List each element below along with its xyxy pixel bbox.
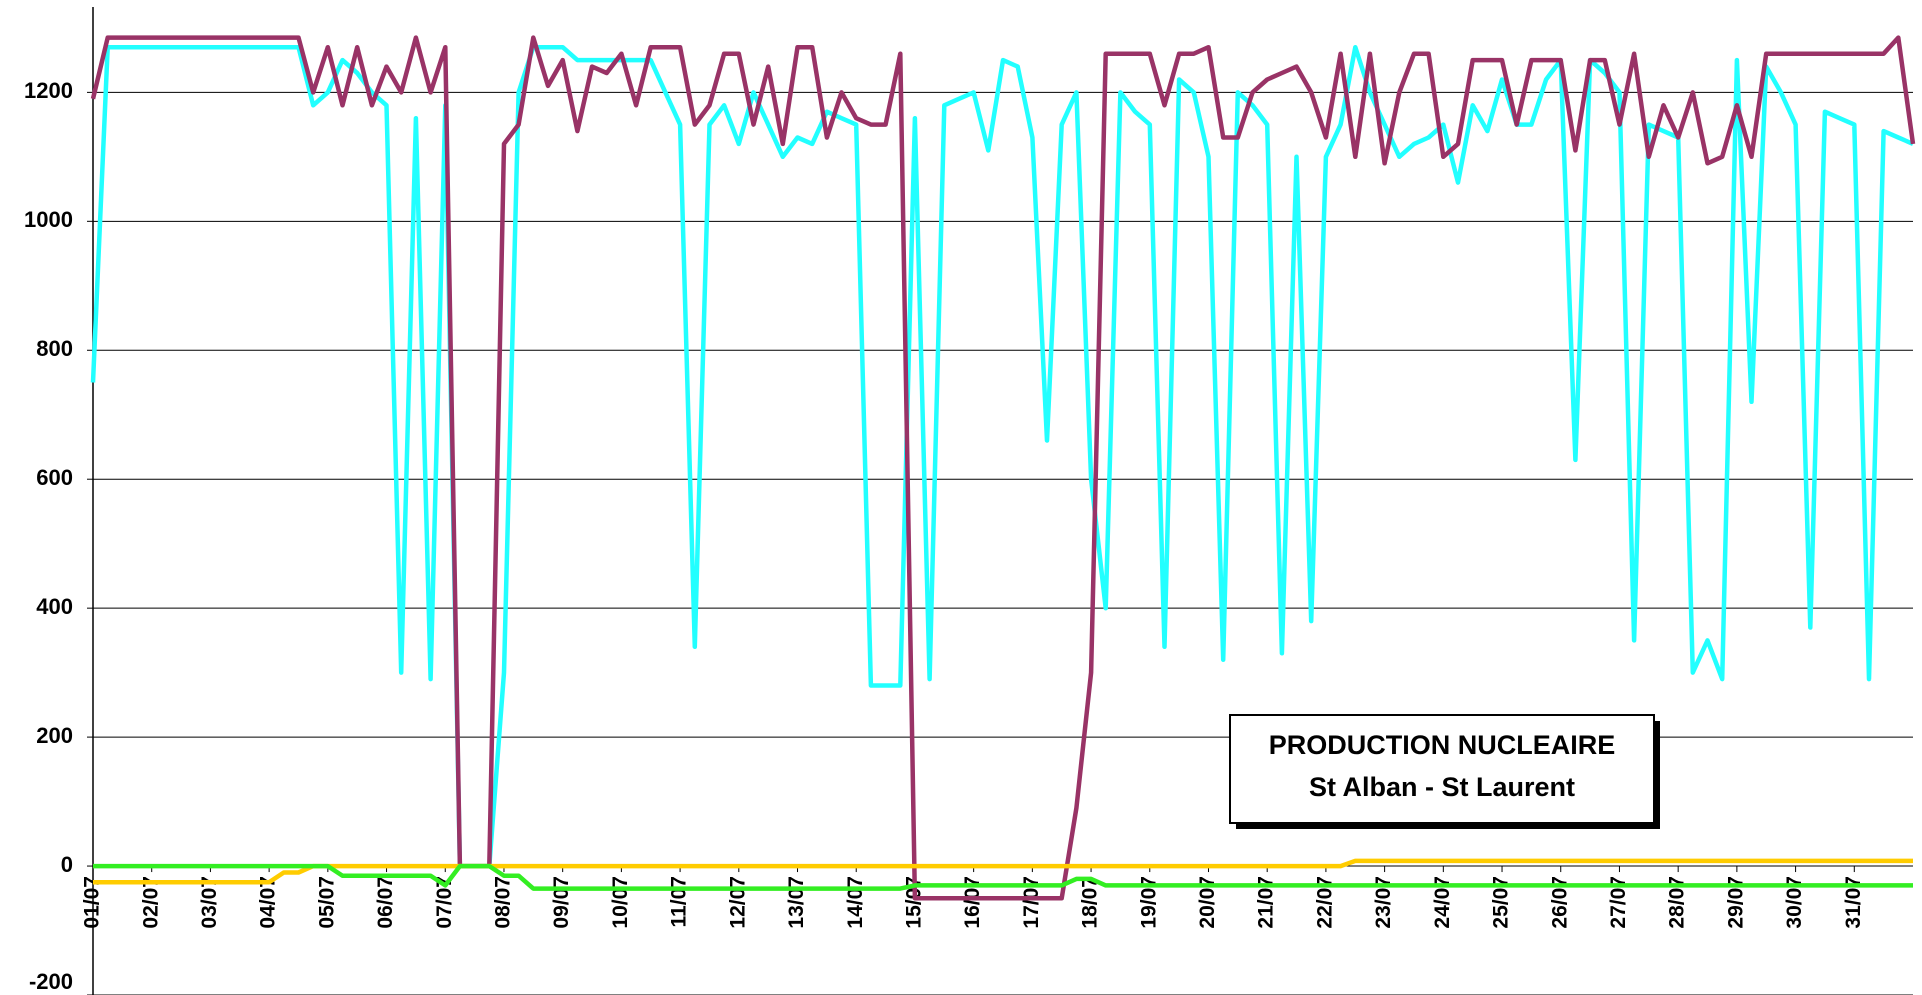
x-tick-label: 09/07 <box>550 876 573 929</box>
y-tick-label: 1000 <box>24 207 73 232</box>
x-tick-label: 26/07 <box>1548 876 1571 929</box>
x-tick-label: 18/07 <box>1079 876 1102 929</box>
y-tick-label: 1200 <box>24 78 73 103</box>
x-tick-label: 20/07 <box>1196 876 1219 929</box>
y-tick-label: 200 <box>36 723 73 748</box>
x-tick-label: 13/07 <box>785 876 808 929</box>
y-tick-label: 800 <box>36 336 73 361</box>
x-tick-label: 08/07 <box>492 876 515 929</box>
x-tick-label: 27/07 <box>1607 876 1630 929</box>
x-tick-label: 07/07 <box>433 876 456 929</box>
y-tick-label: 400 <box>36 594 73 619</box>
x-tick-label: 14/07 <box>844 876 867 929</box>
series-line <box>93 858 1913 885</box>
y-tick-label: 600 <box>36 465 73 490</box>
x-tick-label: 24/07 <box>1431 876 1454 929</box>
x-tick-label: 15/07 <box>902 876 925 929</box>
x-tick-label: 29/07 <box>1724 876 1747 929</box>
x-tick-label: 21/07 <box>1255 876 1278 929</box>
annotation-box <box>1229 714 1655 824</box>
x-tick-label: 25/07 <box>1490 876 1513 929</box>
annotation: PRODUCTION NUCLEAIRE <box>1269 730 1616 760</box>
x-tick-label: 06/07 <box>374 876 397 929</box>
x-tick-label: 23/07 <box>1372 876 1395 929</box>
y-tick-label: -200 <box>29 969 73 994</box>
x-tick-label: 22/07 <box>1313 876 1336 929</box>
x-tick-label: 19/07 <box>1137 876 1160 929</box>
annotation: St Alban - St Laurent <box>1309 772 1575 802</box>
x-tick-label: 11/07 <box>668 876 691 927</box>
x-tick-label: 12/07 <box>726 876 749 929</box>
series-line <box>90 35 1916 901</box>
x-tick-label: 31/07 <box>1842 876 1865 929</box>
x-tick-label: 30/07 <box>1783 876 1806 929</box>
x-tick-label: 01/07 <box>81 876 104 929</box>
x-tick-label: 04/07 <box>257 876 280 929</box>
series-line <box>93 863 1913 891</box>
x-tick-label: 17/07 <box>1020 876 1043 929</box>
x-tick-label: 16/07 <box>961 876 984 929</box>
x-tick-label: 10/07 <box>609 876 632 929</box>
x-tick-label: 28/07 <box>1666 876 1689 929</box>
x-tick-label: 02/07 <box>139 876 162 929</box>
x-tick-label: 03/07 <box>198 876 221 929</box>
x-tick-label: 05/07 <box>315 876 338 929</box>
y-tick-label: 0 <box>61 852 73 877</box>
